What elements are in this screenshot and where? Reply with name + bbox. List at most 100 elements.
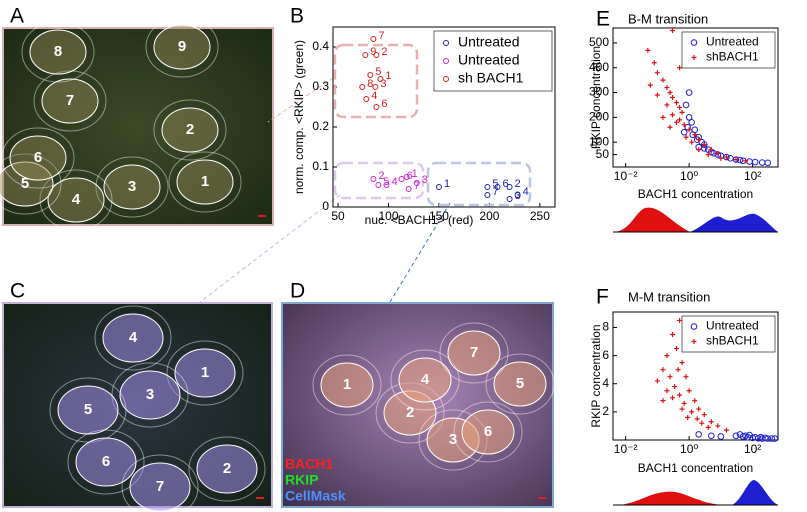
legend-marker <box>691 339 697 344</box>
y-tick-label: 0.2 <box>312 119 329 133</box>
cell-outline <box>312 354 382 416</box>
cell-outline <box>439 322 509 384</box>
legend-label: Untreated <box>458 34 519 50</box>
cell-outline <box>168 151 242 213</box>
x-tick-label: 200 <box>479 209 499 223</box>
point <box>664 353 670 359</box>
point <box>679 109 685 115</box>
point <box>494 184 501 190</box>
point <box>654 92 660 98</box>
point <box>705 152 711 158</box>
point <box>696 406 702 412</box>
point <box>700 141 708 148</box>
cell-label: 3 <box>449 431 457 448</box>
axes-box <box>332 26 556 208</box>
density-red <box>613 207 690 232</box>
cell-nucleus <box>9 135 67 181</box>
channel-label: CellMask <box>285 488 346 504</box>
point <box>670 395 676 401</box>
point <box>683 374 689 380</box>
channel-label: RKIP <box>285 472 318 488</box>
x-axis-label: BACH1 concentration <box>638 461 753 475</box>
point <box>688 119 695 126</box>
point <box>660 398 666 404</box>
legend-box <box>681 315 776 353</box>
cell-outline <box>390 349 460 411</box>
axes-box <box>612 311 779 441</box>
cell-nucleus <box>461 409 515 455</box>
point <box>673 346 679 352</box>
point <box>681 122 687 128</box>
x-tick-label: 10⁻² <box>614 169 638 183</box>
point-label: 5 <box>492 178 498 190</box>
point <box>717 433 725 440</box>
y-axis-label: norm. comp. <RKIP> (green) <box>292 40 306 194</box>
point <box>667 90 673 96</box>
legend-marker <box>690 323 698 330</box>
cell-nucleus <box>119 370 181 420</box>
point <box>370 176 377 182</box>
point <box>743 158 749 164</box>
point-label: 3 <box>422 174 428 186</box>
point <box>679 360 685 366</box>
cell-nucleus <box>57 385 119 435</box>
x-tick-label: 150 <box>429 209 449 223</box>
point <box>677 65 683 71</box>
point <box>732 432 740 440</box>
cell-outline <box>153 99 227 161</box>
y-tick-label: 100 <box>589 134 609 148</box>
point <box>660 77 666 83</box>
cell-nucleus <box>102 313 164 363</box>
point <box>670 332 676 338</box>
channel-label: BACH1 <box>285 456 333 472</box>
panel-letter: B <box>290 5 304 28</box>
point <box>718 155 724 161</box>
point-label: 6 <box>381 98 387 110</box>
point-label: 1 <box>444 178 450 190</box>
point <box>673 99 679 105</box>
y-tick-label: 0.3 <box>312 79 329 93</box>
point <box>673 119 679 125</box>
point <box>681 400 687 406</box>
point <box>506 196 513 202</box>
x-tick-label: 10² <box>744 169 761 183</box>
point <box>373 104 380 110</box>
point-label: 4 <box>371 90 377 102</box>
point-label: 2 <box>381 46 387 58</box>
point <box>692 398 698 404</box>
point <box>758 159 766 166</box>
cell-outline <box>166 340 244 406</box>
cell-label: 2 <box>223 460 231 477</box>
point <box>685 89 693 96</box>
legend-label: Untreated <box>458 52 519 68</box>
point <box>682 101 690 109</box>
cell-nucleus <box>75 437 137 487</box>
cell-nucleus <box>320 362 374 408</box>
point-label: 4 <box>391 176 397 188</box>
cell-label: 1 <box>343 376 351 393</box>
point <box>696 147 702 153</box>
cell-outline <box>485 353 555 415</box>
legend-marker <box>443 40 449 46</box>
legend-marker <box>443 76 449 82</box>
point <box>696 137 702 143</box>
point <box>764 159 772 167</box>
point <box>664 388 670 394</box>
point-label: 9 <box>370 46 376 58</box>
point <box>680 128 688 136</box>
point <box>705 424 711 430</box>
cell-outline <box>33 70 107 132</box>
cell-outline <box>188 436 266 502</box>
point <box>506 184 513 190</box>
cell-nucleus <box>103 164 161 210</box>
point <box>689 409 695 415</box>
point <box>723 427 729 433</box>
y-tick-label: 50 <box>596 147 610 161</box>
point-label: 5 <box>383 176 389 188</box>
cell-nucleus <box>398 357 452 403</box>
point <box>686 127 692 133</box>
cell-label: 1 <box>201 173 209 190</box>
legend-marker <box>690 39 698 46</box>
legend-label: sh BACH1 <box>458 70 524 86</box>
cell-outline <box>145 16 219 78</box>
